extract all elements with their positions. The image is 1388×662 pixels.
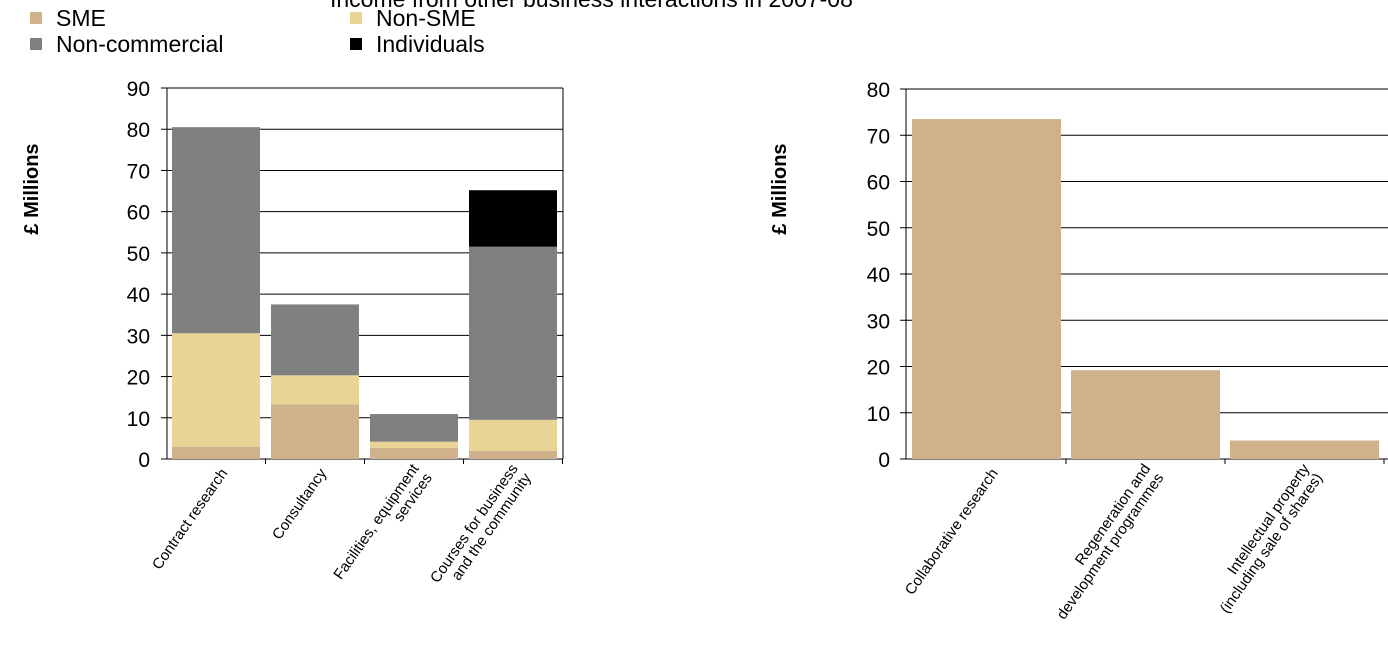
bar-segment — [469, 246, 557, 420]
x-category-label: Facilities, equipmentservices — [330, 460, 436, 592]
bar-segment — [469, 419, 557, 451]
chart-title: Income from other business interactions … — [330, 0, 853, 13]
y-tick-label: 90 — [127, 78, 150, 101]
y-tick-label: 70 — [867, 125, 890, 148]
bar-segment — [469, 190, 557, 247]
x-category-label: Collaborative research — [902, 466, 1002, 599]
bar-segment — [172, 127, 260, 334]
bar-segment — [912, 119, 1061, 459]
y-tick-label: 40 — [127, 284, 150, 307]
bar-segment — [271, 375, 359, 405]
y-tick-label: 0 — [138, 449, 150, 472]
bar-segment — [271, 404, 359, 459]
x-category-label: Courses for businessand the community — [427, 461, 535, 596]
legend-swatch-non-commercial — [30, 38, 42, 50]
y-tick-label: 10 — [867, 403, 890, 426]
y-tick-label: 10 — [127, 408, 150, 431]
y-tick-label: 30 — [127, 325, 150, 348]
bar-segment — [271, 304, 359, 376]
x-category-label: Consultancy — [269, 465, 331, 543]
y-tick-label: 50 — [867, 218, 890, 241]
legend-swatch-non-sme — [350, 12, 362, 24]
y-tick-label: 80 — [127, 119, 150, 142]
y-tick-label: 20 — [127, 367, 150, 390]
y-axis-label: £ Millions — [21, 143, 43, 234]
legend-label-sme: SME — [56, 5, 106, 31]
legend-swatch-sme — [30, 12, 42, 24]
bar-segment — [469, 450, 557, 459]
y-axis-label: £ Millions — [769, 143, 791, 234]
x-category-label: Regeneration anddevelopment programmes — [1040, 461, 1167, 623]
legend-label-individuals: Individuals — [376, 31, 485, 57]
bar-segment — [1071, 370, 1220, 459]
legend-label-non-commercial: Non-commercial — [56, 31, 224, 57]
bar-segment — [370, 441, 458, 448]
legend-label-non-sme: Non-SME — [376, 5, 476, 31]
y-tick-label: 0 — [878, 449, 890, 472]
y-tick-label: 60 — [127, 202, 150, 225]
y-tick-label: 80 — [867, 79, 890, 102]
bar-segment — [172, 446, 260, 459]
bar-segment — [370, 414, 458, 442]
legend: SME Non-SME Non-commercial Individuals — [30, 6, 590, 58]
x-category-label: Contract research — [149, 466, 231, 573]
y-tick-label: 20 — [867, 357, 890, 380]
x-category-label: Intellectual property(including sale of … — [1204, 461, 1327, 617]
bar-segment — [1230, 440, 1379, 459]
y-tick-label: 60 — [867, 172, 890, 195]
y-tick-label: 30 — [867, 310, 890, 333]
bar-segment — [172, 333, 260, 447]
y-tick-label: 70 — [127, 160, 150, 183]
y-tick-label: 40 — [867, 264, 890, 287]
bar-segment — [370, 447, 458, 459]
y-tick-label: 50 — [127, 243, 150, 266]
legend-swatch-individuals — [350, 38, 362, 50]
